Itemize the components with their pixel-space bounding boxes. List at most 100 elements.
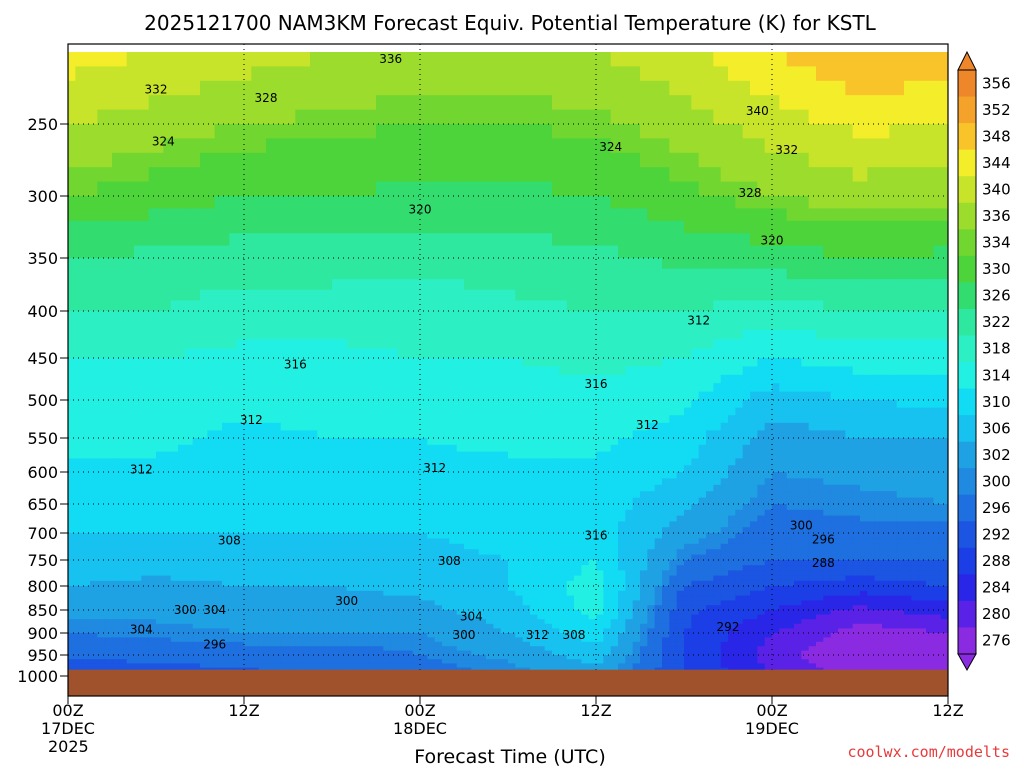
heatmap-cell bbox=[882, 438, 890, 446]
heatmap-cell bbox=[97, 289, 106, 301]
heatmap-cell bbox=[940, 220, 948, 234]
heatmap-cell bbox=[838, 138, 846, 154]
heatmap-cell bbox=[882, 451, 890, 459]
heatmap-cell bbox=[735, 109, 744, 125]
heatmap-cell bbox=[720, 196, 729, 209]
heatmap-cell bbox=[830, 407, 839, 416]
heatmap-cell bbox=[97, 458, 106, 466]
heatmap-cell bbox=[104, 400, 113, 409]
heatmap-cell bbox=[222, 220, 230, 234]
heatmap-cell bbox=[581, 415, 590, 424]
heatmap-cell bbox=[420, 311, 428, 321]
heatmap-cell bbox=[332, 268, 340, 280]
heatmap-cell bbox=[178, 95, 186, 111]
heatmap-cell bbox=[662, 289, 670, 301]
heatmap-cell bbox=[324, 245, 333, 259]
heatmap-cell bbox=[779, 258, 788, 270]
heatmap-cell bbox=[764, 233, 773, 247]
heatmap-cell bbox=[610, 124, 619, 139]
heatmap-cell bbox=[618, 181, 626, 197]
heatmap-cell bbox=[904, 329, 912, 340]
heatmap-cell bbox=[288, 339, 296, 350]
heatmap-cell bbox=[486, 451, 494, 459]
heatmap-cell bbox=[200, 80, 208, 96]
heatmap-cell bbox=[684, 400, 692, 409]
heatmap-cell bbox=[346, 451, 355, 459]
heatmap-cell bbox=[860, 407, 868, 416]
heatmap-cell bbox=[860, 196, 868, 209]
heatmap-cell bbox=[251, 329, 260, 340]
heatmap-cell bbox=[603, 258, 612, 270]
heatmap-cell bbox=[845, 66, 854, 82]
heatmap-cell bbox=[728, 329, 736, 340]
heatmap-cell bbox=[823, 320, 832, 331]
heatmap-cell bbox=[720, 320, 729, 331]
heatmap-cell bbox=[574, 258, 582, 270]
heatmap-cell bbox=[918, 196, 927, 209]
heatmap-cell bbox=[251, 220, 260, 234]
heatmap-cell bbox=[889, 383, 898, 393]
heatmap-cell bbox=[493, 109, 502, 125]
heatmap-cell bbox=[258, 407, 267, 416]
heatmap-cell bbox=[456, 245, 465, 259]
heatmap-cell bbox=[559, 444, 568, 453]
heatmap-cell bbox=[933, 66, 942, 82]
heatmap-cell bbox=[728, 220, 736, 234]
heatmap-cell bbox=[742, 311, 751, 321]
heatmap-cell bbox=[860, 279, 868, 291]
heatmap-cell bbox=[464, 80, 472, 96]
heatmap-cell bbox=[838, 52, 846, 67]
heatmap-cell bbox=[654, 458, 663, 466]
heatmap-cell bbox=[867, 415, 876, 424]
heatmap-cell bbox=[816, 438, 824, 446]
heatmap-cell bbox=[449, 348, 458, 359]
heatmap-cell bbox=[933, 124, 942, 139]
heatmap-cell bbox=[273, 478, 282, 486]
heatmap-cell bbox=[310, 233, 318, 247]
heatmap-cell bbox=[662, 358, 670, 367]
heatmap-cell bbox=[383, 52, 392, 67]
heatmap-cell bbox=[354, 233, 362, 247]
heatmap-cell bbox=[156, 320, 164, 331]
heatmap-cell bbox=[860, 472, 868, 479]
heatmap-cell bbox=[625, 320, 634, 331]
heatmap-cell bbox=[823, 95, 832, 111]
heatmap-cell bbox=[750, 138, 758, 154]
heatmap-cell bbox=[610, 374, 619, 384]
heatmap-cell bbox=[207, 348, 216, 359]
heatmap-cell bbox=[874, 465, 883, 473]
heatmap-cell bbox=[82, 300, 91, 312]
heatmap-cell bbox=[346, 320, 355, 331]
heatmap-cell bbox=[794, 52, 802, 67]
heatmap-cell bbox=[192, 220, 201, 234]
heatmap-cell bbox=[618, 152, 626, 168]
heatmap-cell bbox=[918, 391, 927, 401]
heatmap-cell bbox=[889, 422, 898, 431]
heatmap-cell bbox=[148, 220, 157, 234]
heatmap-cell bbox=[390, 300, 399, 312]
heatmap-cell bbox=[412, 220, 421, 234]
heatmap-cell bbox=[185, 391, 194, 401]
heatmap-cell bbox=[742, 289, 751, 301]
heatmap-cell bbox=[647, 444, 656, 453]
heatmap-cell bbox=[801, 279, 810, 291]
heatmap-cell bbox=[684, 181, 692, 197]
heatmap-cell bbox=[757, 472, 766, 479]
heatmap-cell bbox=[662, 383, 670, 393]
heatmap-cell bbox=[867, 300, 876, 312]
heatmap-cell bbox=[251, 430, 260, 439]
heatmap-cell bbox=[632, 374, 641, 384]
heatmap-cell bbox=[266, 422, 274, 431]
heatmap-cell bbox=[823, 383, 832, 393]
heatmap-cell bbox=[500, 391, 509, 401]
heatmap-cell bbox=[178, 268, 186, 280]
heatmap-cell bbox=[148, 478, 157, 486]
heatmap-cell bbox=[119, 444, 128, 453]
heatmap-cell bbox=[295, 329, 304, 340]
heatmap-cell bbox=[808, 458, 817, 466]
heatmap-cell bbox=[508, 407, 516, 416]
heatmap-cell bbox=[354, 430, 362, 439]
heatmap-cell bbox=[574, 95, 582, 111]
heatmap-cell bbox=[640, 233, 648, 247]
heatmap-cell bbox=[156, 430, 164, 439]
